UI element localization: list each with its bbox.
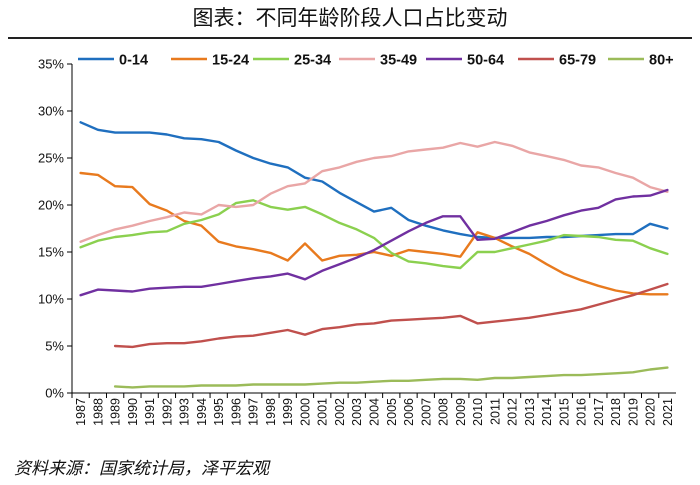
series-line-15-24: [79, 171, 669, 296]
x-tick-label: 1995: [212, 398, 226, 426]
legend-label-0-14: 0-14: [119, 53, 148, 69]
y-tick-label: 0%: [45, 386, 64, 401]
x-tick-label: 2015: [557, 398, 571, 426]
y-tick-label: 25%: [38, 151, 64, 166]
x-tick-label: 2005: [385, 398, 399, 426]
x-tick-label: 2004: [368, 398, 382, 426]
x-tick-label: 2021: [661, 398, 675, 426]
x-tick-label: 2002: [333, 398, 347, 426]
x-tick-label: 1998: [264, 398, 278, 426]
x-tick-label: 2000: [298, 398, 312, 426]
legend-label-80+: 80+: [649, 53, 674, 69]
chart-title: 图表：不同年龄阶段人口占比变动: [192, 6, 508, 30]
x-tick-label: 2016: [575, 398, 589, 426]
x-tick-label: 1988: [91, 398, 105, 426]
series-line-50-64: [79, 188, 669, 297]
x-tick-label: 1987: [74, 398, 88, 426]
y-tick-label: 30%: [38, 104, 64, 119]
x-tick-label: 2011: [488, 398, 502, 425]
x-tick-label: 2010: [471, 398, 485, 426]
x-tick-label: 1990: [126, 398, 140, 426]
legend-label-50-64: 50-64: [467, 53, 504, 69]
x-tick-label: 2007: [419, 398, 433, 426]
series-line-0-14: [79, 121, 669, 240]
legend-label-15-24: 15-24: [212, 53, 249, 69]
x-tick-label: 2018: [609, 398, 623, 426]
y-tick-label: 35%: [38, 57, 64, 72]
line-chart: 0%5%10%15%20%25%30%35%1987 1988 1989 1990 19…: [38, 53, 676, 426]
x-tick-label: 1997: [247, 398, 261, 426]
x-tick-label: 1996: [229, 398, 243, 426]
x-tick-label: 2017: [592, 398, 606, 426]
x-tick-label: 2001: [316, 398, 330, 426]
x-tick-label: 1994: [195, 398, 209, 426]
x-tick-label: 2020: [644, 398, 658, 426]
series-line-35-49: [79, 140, 669, 243]
x-tick-label: 1989: [109, 398, 123, 426]
x-tick-label: 2014: [540, 398, 554, 426]
x-tick-label: 2008: [437, 398, 451, 426]
x-tick-label: 1999: [281, 398, 295, 426]
series-line-65-79: [113, 282, 669, 349]
x-tick-label: 1993: [178, 398, 192, 426]
legend-label-65-79: 65-79: [559, 53, 596, 69]
x-tick-label: 1991: [143, 398, 157, 426]
source-note: 资料来源：国家统计局，泽平宏观: [14, 459, 269, 479]
x-tick-label: 2009: [454, 398, 468, 426]
y-tick-label: 10%: [38, 292, 64, 307]
y-tick-label: 20%: [38, 198, 64, 213]
x-tick-label: 2013: [523, 398, 537, 426]
title-rule: [8, 37, 692, 39]
x-tick-label: 2019: [626, 398, 640, 426]
x-tick-label: 2003: [350, 398, 364, 426]
x-tick-label: 2006: [402, 398, 416, 426]
series-line-80+: [113, 366, 669, 389]
legend-label-25-34: 25-34: [294, 53, 331, 69]
x-tick-label: 2012: [506, 398, 520, 426]
x-tick-label: 1992: [160, 398, 174, 426]
series-line-25-34: [79, 199, 669, 270]
legend-label-35-49: 35-49: [380, 53, 417, 69]
y-tick-label: 5%: [45, 339, 64, 354]
y-tick-label: 15%: [38, 245, 64, 260]
